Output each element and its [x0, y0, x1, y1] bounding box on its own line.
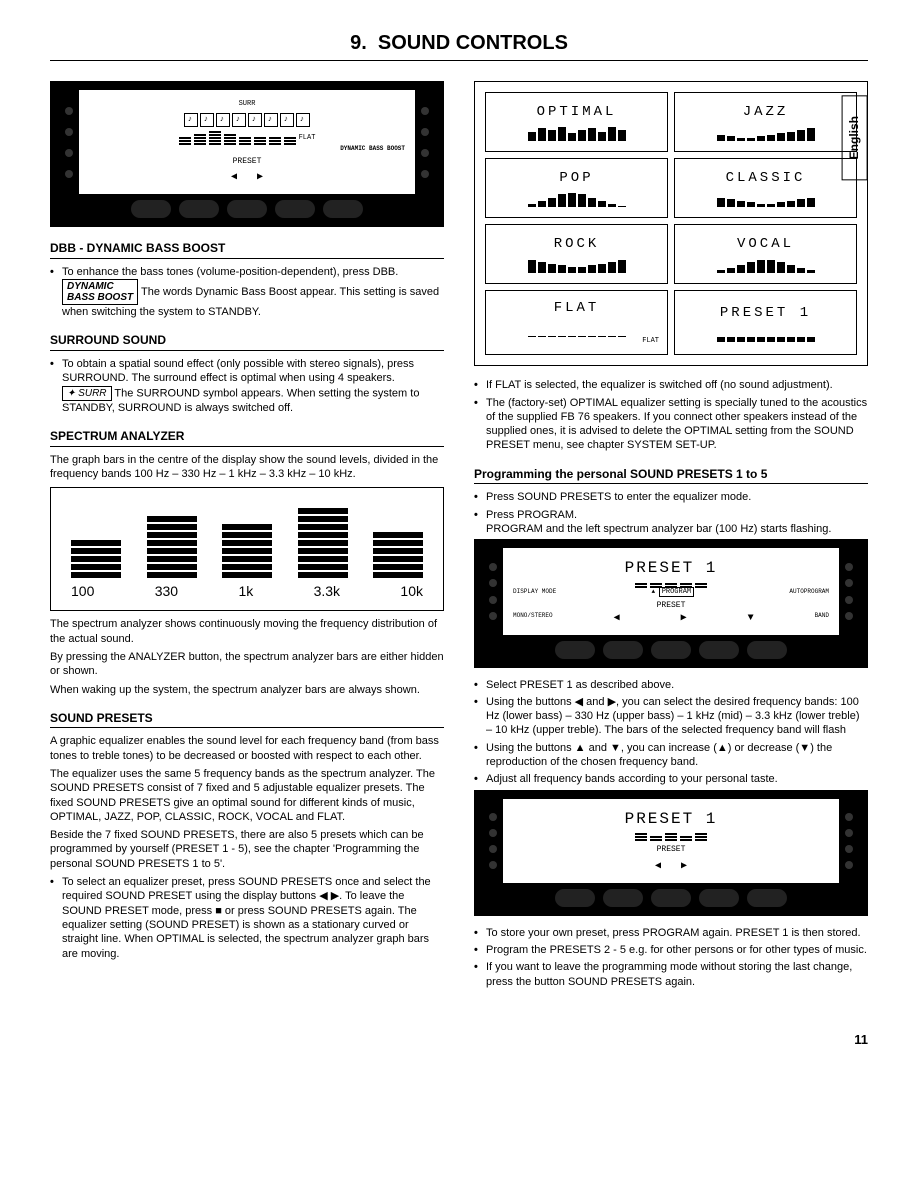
- prog-b6: Adjust all frequency bands according to …: [474, 772, 868, 786]
- surround-bullet: To obtain a spatial sound effect (only p…: [50, 357, 444, 415]
- preset-cell: OPTIMAL: [485, 92, 668, 152]
- preset-cell: FLATFLAT: [485, 290, 668, 355]
- page-number: 11: [50, 1032, 868, 1049]
- preset-name: VOCAL: [683, 235, 848, 253]
- dbb-box-icon: DYNAMIC BASS BOOST: [62, 279, 138, 305]
- flat-bullet1: If FLAT is selected, the equalizer is sw…: [474, 378, 868, 392]
- spectrum-para1: The spectrum analyzer shows continuously…: [50, 617, 444, 646]
- spectrum-label: 3.3k: [314, 582, 340, 600]
- programming-heading: Programming the personal SOUND PRESETS 1…: [474, 467, 868, 485]
- presets-para3: Beside the 7 fixed SOUND PRESETS, there …: [50, 828, 444, 871]
- preset-cell: PRESET 1: [674, 290, 857, 355]
- preset-cell: JAZZ: [674, 92, 857, 152]
- spectrum-heading: SPECTRUM ANALYZER: [50, 429, 444, 447]
- preset-cell: POP: [485, 158, 668, 218]
- device-illustration-preset1: PRESET 1 DISPLAY MODE ▲ PROGRAM AUTOPROG…: [474, 539, 868, 667]
- spectrum-label: 1k: [238, 582, 253, 600]
- page-title: 9. SOUND CONTROLS: [50, 30, 868, 56]
- dbb-heading: DBB - DYNAMIC BASS BOOST: [50, 241, 444, 259]
- preset-name: CLASSIC: [683, 169, 848, 187]
- presets-para2: The equalizer uses the same 5 frequency …: [50, 767, 444, 824]
- presets-para1: A graphic equalizer enables the sound le…: [50, 734, 444, 763]
- prog-b7: To store your own preset, press PROGRAM …: [474, 926, 868, 940]
- prog-b9: If you want to leave the programming mod…: [474, 960, 868, 989]
- preset-name: PRESET 1: [683, 304, 848, 322]
- spectrum-label: 100: [71, 582, 94, 600]
- device-illustration-preset2: PRESET 1 PRESET ◀▶: [474, 790, 868, 916]
- spectrum-para3: When waking up the system, the spectrum …: [50, 683, 444, 697]
- prog-b1: Press SOUND PRESETS to enter the equaliz…: [474, 490, 868, 504]
- prog-b5: Using the buttons ▲ and ▼, you can incre…: [474, 741, 868, 770]
- flat-bullet2: The (factory-set) OPTIMAL equalizer sett…: [474, 396, 868, 453]
- prog-b3: Select PRESET 1 as described above.: [474, 678, 868, 692]
- preset-name: POP: [494, 169, 659, 187]
- spectrum-analyzer-figure: 100 330 1k 3.3k 10k: [50, 487, 444, 611]
- preset-name: FLAT: [494, 299, 659, 317]
- dbb-bullet: To enhance the bass tones (volume-positi…: [50, 265, 444, 320]
- preset-name: OPTIMAL: [494, 103, 659, 121]
- surround-heading: SURROUND SOUND: [50, 333, 444, 351]
- prog-b8: Program the PRESETS 2 - 5 e.g. for other…: [474, 943, 868, 957]
- surround-box-icon: ✦ SURR: [62, 386, 112, 401]
- preset-cell: VOCAL: [674, 224, 857, 284]
- title-rule: [50, 60, 868, 61]
- spectrum-para2: By pressing the ANALYZER button, the spe…: [50, 650, 444, 679]
- spectrum-bar: [298, 508, 348, 578]
- preset-cell: ROCK: [485, 224, 668, 284]
- prog-b4: Using the buttons ◀ and ▶, you can selec…: [474, 695, 868, 738]
- prog-b2: Press PROGRAM. PROGRAM and the left spec…: [474, 508, 868, 537]
- spectrum-bar: [373, 532, 423, 578]
- spectrum-bar: [71, 540, 121, 578]
- spectrum-label: 330: [155, 582, 178, 600]
- presets-heading: SOUND PRESETS: [50, 711, 444, 729]
- spectrum-intro: The graph bars in the centre of the disp…: [50, 453, 444, 482]
- device-illustration-main: SURR ♪♪♪♪♪♪♪♪ FLAT: [50, 81, 444, 227]
- spectrum-bar: [222, 524, 272, 578]
- preset-name: ROCK: [494, 235, 659, 253]
- preset-name: JAZZ: [683, 103, 848, 121]
- preset-display-grid: OPTIMAL JAZZ POP CLASSIC ROCK VOCAL FLATFLAT PR…: [474, 81, 868, 366]
- presets-bullet1: To select an equalizer preset, press SOU…: [50, 875, 444, 961]
- preset-cell: CLASSIC: [674, 158, 857, 218]
- spectrum-label: 10k: [400, 582, 423, 600]
- spectrum-bar: [147, 516, 197, 578]
